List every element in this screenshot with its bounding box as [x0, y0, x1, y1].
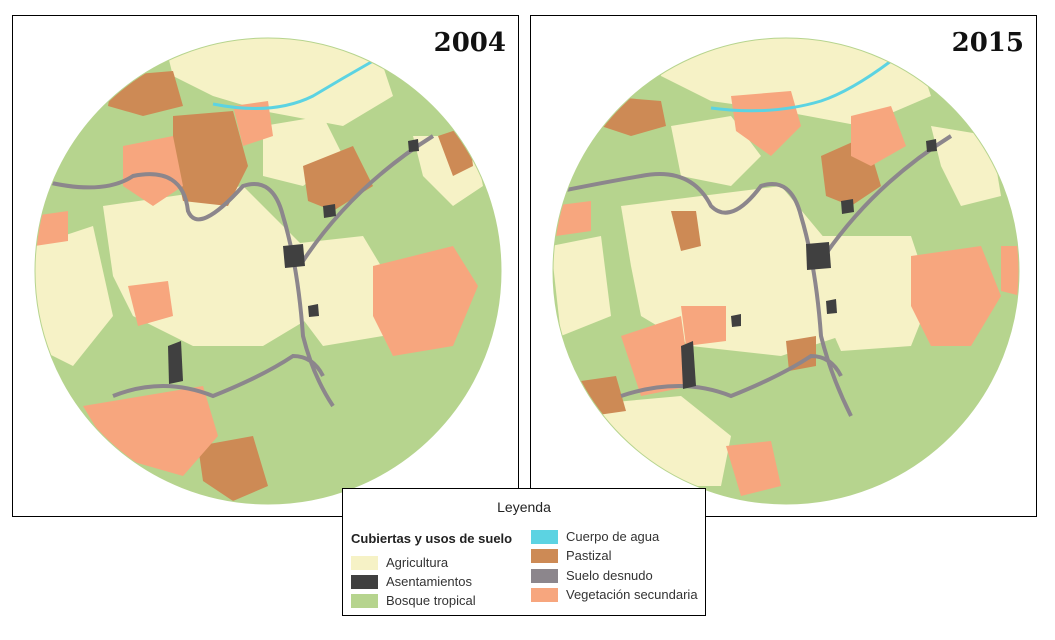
- legend-item-vegetacion-secundaria: Vegetación secundaria: [531, 587, 698, 602]
- legend-swatch: [351, 555, 378, 570]
- pasture-area: [786, 336, 816, 371]
- legend-item-cuerpo-de-agua: Cuerpo de agua: [531, 529, 659, 544]
- legend-swatch: [531, 568, 558, 583]
- river: [212, 59, 374, 110]
- legend-label: Asentamientos: [386, 574, 472, 589]
- secondary-veg-area: [233, 101, 273, 146]
- secondary-veg-area: [621, 316, 691, 396]
- legend-item-agricultura: Agricultura: [351, 555, 448, 570]
- agri-area: [553, 236, 611, 336]
- legend-title: Leyenda: [497, 499, 551, 515]
- secondary-veg-area: [851, 106, 906, 166]
- legend-swatch: [531, 548, 558, 563]
- secondary-veg-area: [373, 246, 478, 356]
- settlement: [841, 199, 854, 214]
- agri-area: [35, 226, 113, 366]
- agri-area: [571, 396, 731, 486]
- land-cover-map-2004: [34, 37, 502, 505]
- map-year-label: 2004: [433, 28, 506, 58]
- secondary-veg-area: [911, 246, 1001, 346]
- legend-item-bosque-tropical: Bosque tropical: [351, 593, 476, 608]
- secondary-veg-area: [128, 281, 173, 326]
- pasture-area: [198, 436, 268, 501]
- agri-area: [163, 38, 393, 126]
- legend-label: Suelo desnudo: [566, 568, 653, 583]
- map-year-label: 2015: [951, 28, 1024, 58]
- agri-area: [671, 116, 761, 186]
- secondary-veg-area: [1001, 246, 1019, 296]
- agri-area: [651, 38, 931, 126]
- pasture-area: [173, 111, 248, 206]
- legend-label: Pastizal: [566, 548, 612, 563]
- legend-label: Cuerpo de agua: [566, 529, 660, 544]
- legend-label: Bosque tropical: [386, 593, 476, 608]
- settlement: [283, 244, 305, 268]
- river: [710, 59, 892, 113]
- settlement: [806, 242, 831, 270]
- legend-swatch: [531, 587, 558, 602]
- settlement: [926, 139, 937, 152]
- legend-item-suelo-desnudo: Suelo desnudo: [531, 568, 653, 583]
- secondary-veg-area: [35, 211, 68, 246]
- legend-label: Agricultura: [386, 555, 449, 570]
- legend-swatch: [351, 574, 378, 589]
- legend-subtitle: Cubiertas y usos de suelo: [351, 531, 513, 546]
- secondary-veg-area: [123, 136, 183, 206]
- legend-swatch: [351, 593, 378, 608]
- map-legend: Leyenda Cubiertas y usos de suelo Agricu…: [342, 488, 706, 616]
- land-cover-map-2015: [552, 37, 1020, 505]
- legend-item-asentamientos: Asentamientos: [351, 574, 472, 589]
- legend-swatch: [531, 529, 558, 544]
- legend-label: Vegetación secundaria: [566, 587, 698, 602]
- settlement: [408, 139, 419, 152]
- settlement: [681, 341, 696, 389]
- settlement: [168, 341, 183, 384]
- settlement: [826, 299, 837, 314]
- settlement: [308, 304, 319, 317]
- agri-area: [811, 236, 931, 351]
- secondary-veg-area: [681, 306, 726, 346]
- legend-item-pastizal: Pastizal: [531, 548, 612, 563]
- settlement: [731, 314, 741, 327]
- map-panel-2015: 2015: [530, 15, 1037, 517]
- secondary-veg-area: [731, 91, 801, 156]
- settlement: [323, 204, 336, 218]
- secondary-veg-area: [726, 441, 781, 496]
- map-panel-2004: 2004: [12, 15, 519, 517]
- pasture-area: [671, 211, 701, 251]
